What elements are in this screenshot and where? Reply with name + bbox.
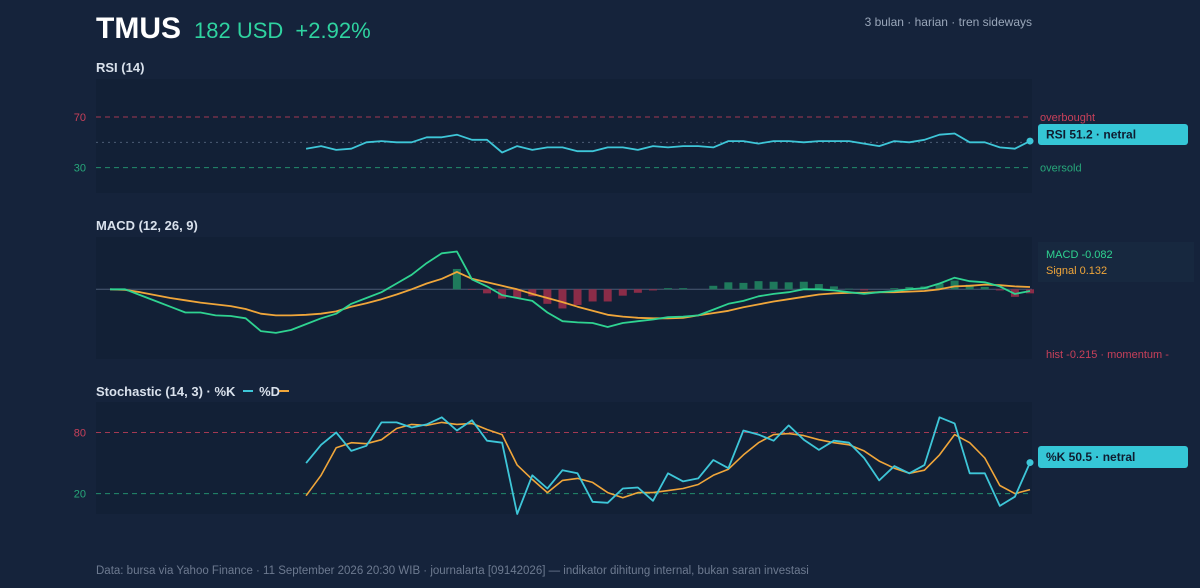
macd-hist-bar	[633, 289, 642, 293]
macd-legend-hist: hist -0.215 · momentum -	[1046, 349, 1169, 361]
macd-hist-bar	[829, 286, 838, 290]
stoch-panel	[96, 402, 1032, 514]
stoch-k-line	[305, 416, 1031, 515]
macd-hist-bar	[754, 281, 763, 290]
rsi-panel	[96, 79, 1032, 193]
macd-hist-bar	[452, 268, 461, 290]
macd-hist-bar	[588, 289, 597, 302]
macd-hist-bar	[739, 282, 748, 290]
macd-hist-bar	[905, 286, 914, 290]
ticker-symbol: TMUS	[96, 12, 181, 45]
macd-hist-bar	[950, 280, 959, 290]
change-value: +2.92%	[295, 18, 370, 43]
macd-hist-bar	[573, 289, 582, 305]
macd-hist-bar	[769, 281, 778, 290]
macd-hist-bar	[558, 289, 567, 309]
macd-hist-bar	[965, 284, 974, 290]
macd-hist-bar	[890, 288, 899, 290]
chart-meta: 3 bulan · harian · tren sideways	[865, 15, 1032, 29]
rsi-tick-0: 70	[74, 112, 86, 124]
macd-layer	[96, 250, 1034, 334]
macd-hist-bar	[467, 289, 476, 290]
macd-hist-bar	[664, 288, 673, 290]
stoch-legend-d: %D	[259, 384, 280, 399]
macd-hist-bar	[995, 289, 1004, 291]
stoch-title-main: Stochastic (14, 3) · %K	[96, 384, 236, 399]
macd-hist-bar	[603, 289, 612, 302]
rsi-badge	[1038, 124, 1188, 145]
macd-title: MACD (12, 26, 9)	[96, 218, 198, 233]
stoch-title: Stochastic (14, 3) · %K %D	[96, 384, 280, 399]
stoch-k-line-end-point	[1026, 459, 1034, 467]
macd-legend-box	[1038, 242, 1194, 282]
macd-hist-bar	[814, 284, 823, 290]
rsi-level-label-1: oversold	[1040, 163, 1082, 175]
macd-hist-bar	[679, 288, 688, 290]
stoch-badge-text: %K 50.5 · netral	[1046, 450, 1135, 464]
macd-hist-bar	[483, 289, 492, 294]
price-value: 182 USD	[194, 18, 283, 43]
macd-hist-bar	[709, 285, 718, 290]
macd-hist-bar	[980, 286, 989, 290]
rsi-layer: 70 overbought 30 oversold	[74, 112, 1095, 175]
rsi-title: RSI (14)	[96, 60, 144, 75]
rsi-level-label-0: overbought	[1040, 112, 1095, 124]
stoch-layer: 80 20	[74, 416, 1034, 515]
macd-hist-bar	[513, 289, 522, 298]
macd-hist-bar	[799, 281, 808, 290]
macd-hist-bar	[845, 288, 854, 290]
macd-hist-bar	[528, 289, 537, 297]
macd-hist-bar	[618, 289, 627, 296]
macd-legend-macd: MACD -0.082	[1046, 249, 1113, 261]
macd-hist-bar	[724, 282, 733, 290]
price-change: 182 USD +2.92%	[194, 18, 371, 43]
macd-line	[110, 250, 1031, 334]
macd-hist-bar	[648, 289, 657, 291]
stoch-tick-1: 20	[74, 489, 86, 501]
macd-hist-bar	[860, 289, 869, 291]
macd-hist-bar	[784, 282, 793, 290]
macd-hist-bar	[498, 289, 507, 299]
rsi-line	[305, 132, 1031, 154]
rsi-line-end-point	[1026, 137, 1034, 145]
macd-legend-signal: Signal 0.132	[1046, 265, 1107, 277]
macd-hist-bar	[543, 289, 552, 304]
rsi-tick-1: 30	[74, 163, 86, 175]
stoch-tick-0: 80	[74, 428, 86, 440]
rsi-badge-text: RSI 51.2 · netral	[1046, 128, 1136, 142]
stoch-badge	[1038, 446, 1188, 468]
macd-hist-bar	[935, 283, 944, 290]
footer-source: Data: bursa via Yahoo Finance · 11 Septe…	[96, 565, 809, 577]
